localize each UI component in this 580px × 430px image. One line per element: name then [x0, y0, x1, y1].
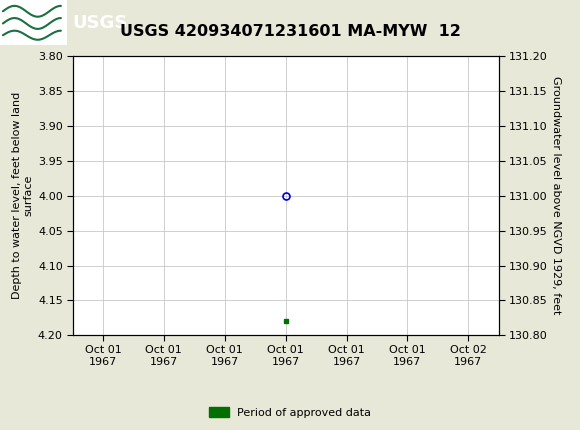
Y-axis label: Depth to water level, feet below land
surface: Depth to water level, feet below land su… [12, 92, 34, 299]
Legend: Period of approved data: Period of approved data [204, 403, 376, 422]
Text: USGS 420934071231601 MA-MYW  12: USGS 420934071231601 MA-MYW 12 [119, 24, 461, 39]
Text: USGS: USGS [72, 14, 128, 31]
Y-axis label: Groundwater level above NGVD 1929, feet: Groundwater level above NGVD 1929, feet [552, 77, 561, 315]
Bar [0, 0, 67, 45]
